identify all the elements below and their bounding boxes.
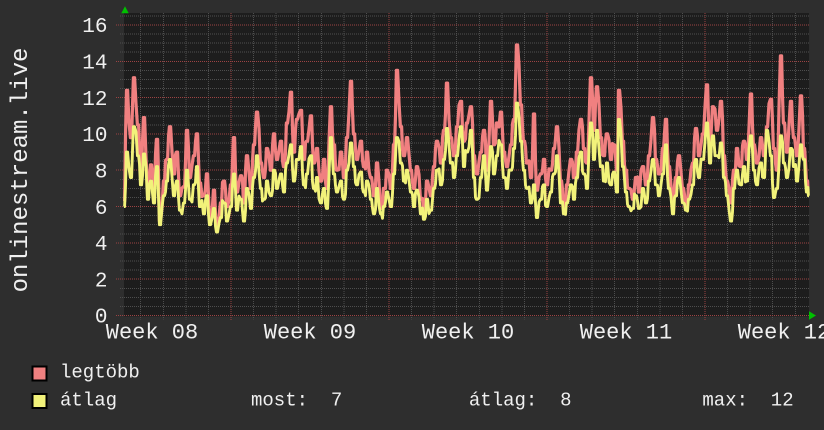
svg-text:8: 8 (95, 161, 108, 184)
svg-text:12: 12 (82, 89, 107, 112)
svg-text:Week 11: Week 11 (580, 321, 672, 346)
svg-text:14: 14 (82, 53, 107, 76)
svg-text:onlinestream.live: onlinestream.live (8, 48, 35, 293)
svg-text:Week 09: Week 09 (264, 321, 356, 346)
svg-text:Week 08: Week 08 (106, 321, 198, 346)
svg-text:4: 4 (95, 234, 108, 257)
svg-text:legtöbb: legtöbb (60, 362, 140, 384)
svg-text:Week 10: Week 10 (422, 321, 514, 346)
svg-text:max: 12: max: 12 (702, 390, 793, 412)
svg-text:átlag: átlag (60, 390, 117, 412)
svg-text:Week 12: Week 12 (738, 321, 824, 346)
svg-text:0: 0 (95, 307, 108, 330)
svg-text:átlag: 8: átlag: 8 (469, 390, 572, 412)
svg-text:16: 16 (82, 16, 107, 39)
svg-text:most: 7: most: 7 (251, 390, 342, 412)
svg-text:6: 6 (95, 198, 108, 221)
svg-text:10: 10 (82, 125, 107, 148)
svg-text:2: 2 (95, 270, 108, 293)
